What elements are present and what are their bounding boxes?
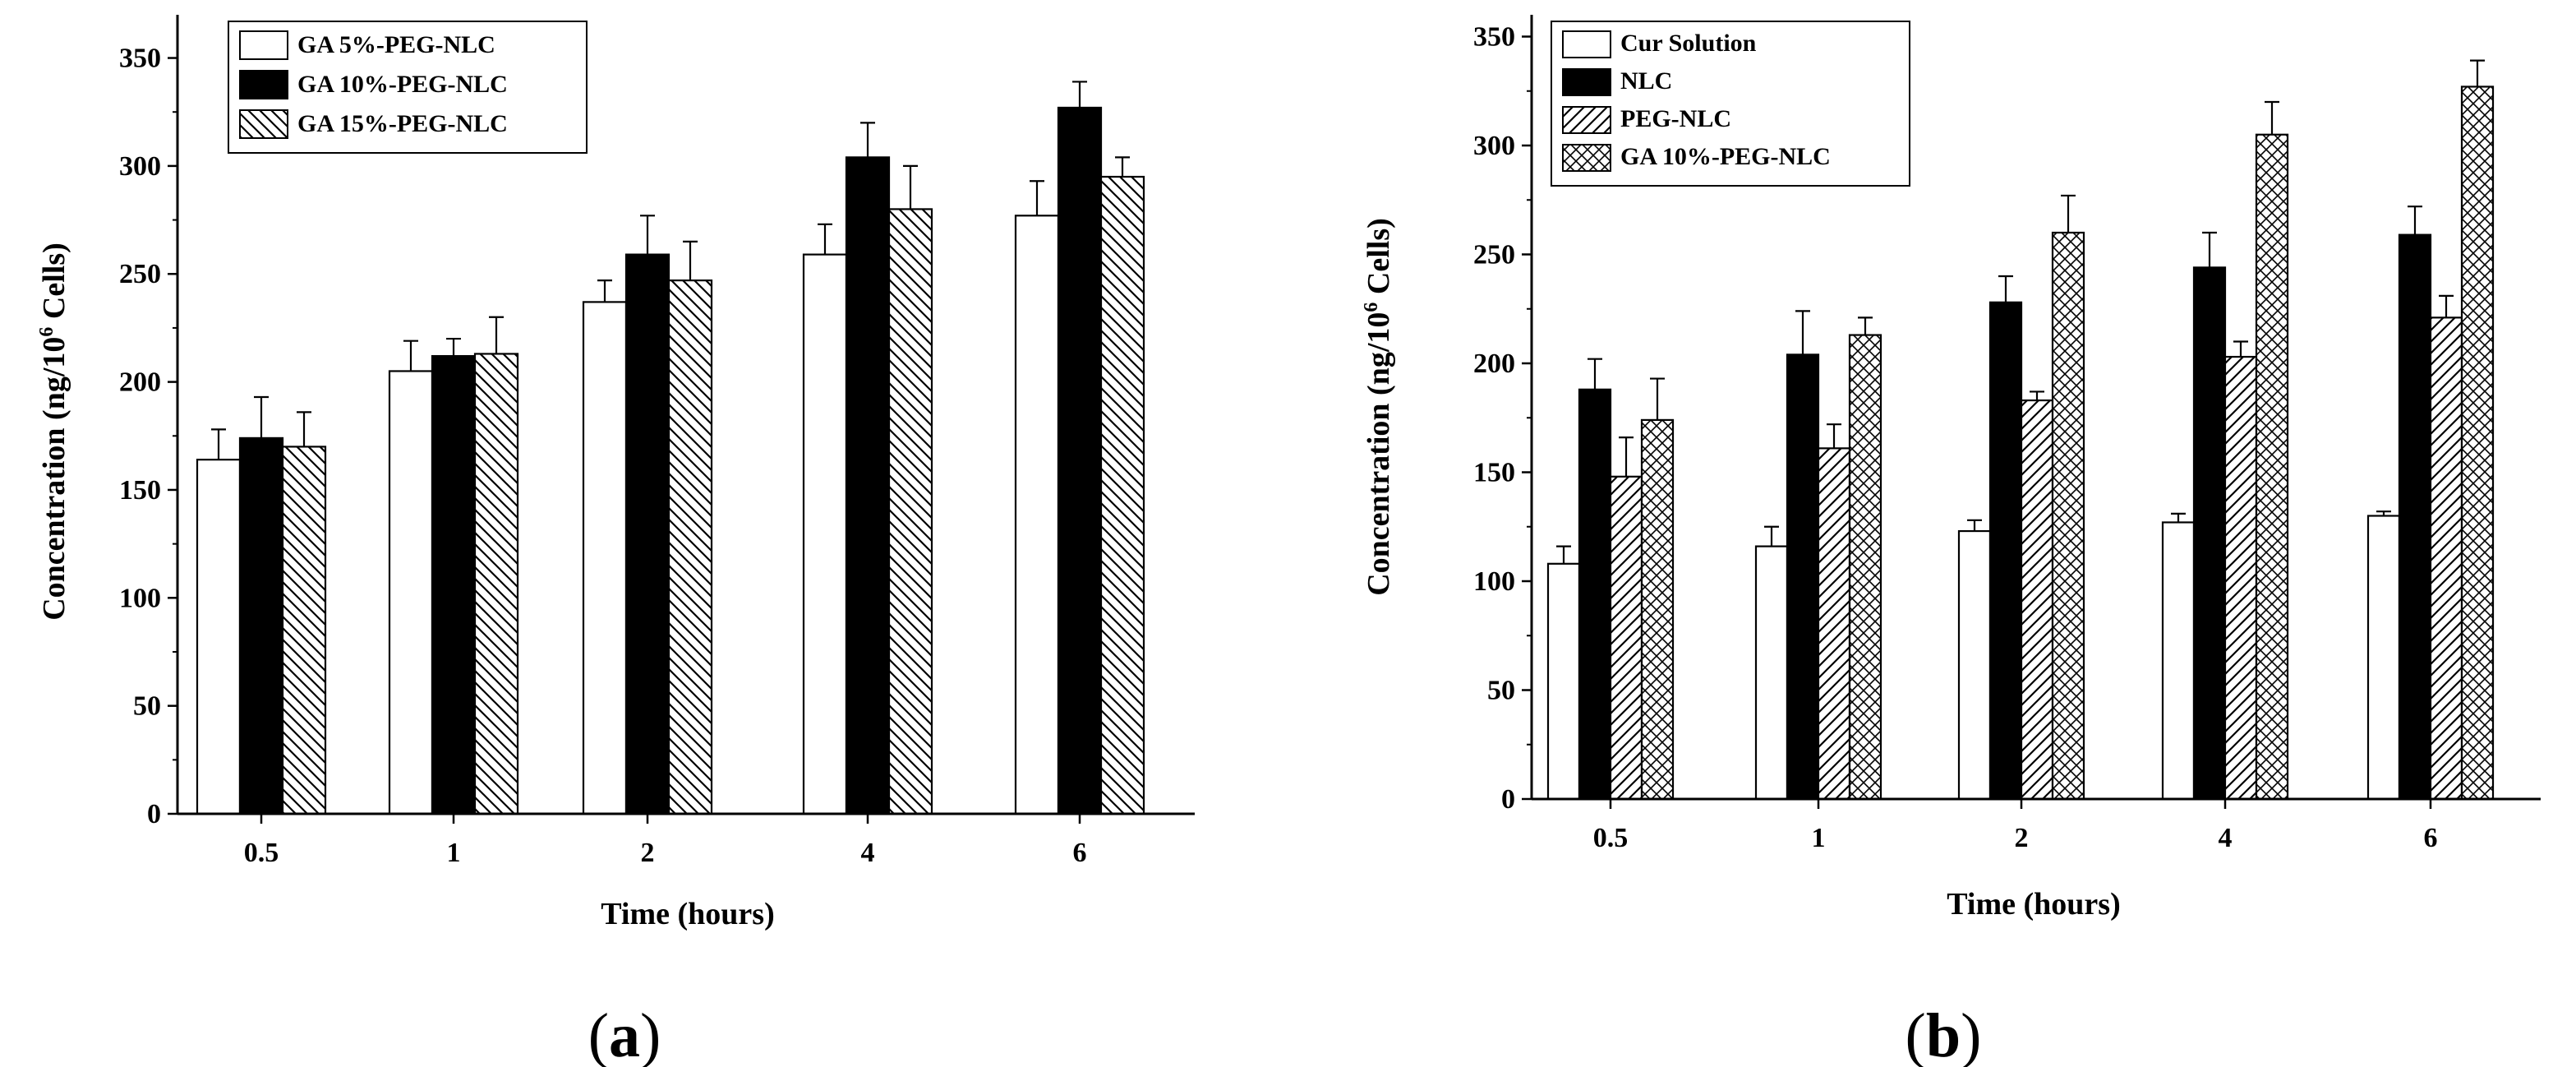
x-tick-label: 4 [861, 838, 875, 868]
legend-label: GA 10%-PEG-NLC [1620, 143, 1831, 170]
bar [2020, 399, 2054, 801]
legend-label: GA 15%-PEG-NLC [297, 110, 508, 137]
legend-swatch [239, 70, 288, 99]
y-tick-label: 300 [1473, 131, 1515, 161]
y-tick-label: 200 [1473, 349, 1515, 379]
error-bars-group [211, 81, 1130, 460]
bar [388, 370, 434, 815]
bar [1754, 545, 1789, 801]
y-tick-label: 250 [119, 259, 161, 289]
legend-label: NLC [1620, 67, 1672, 95]
bar [1057, 106, 1103, 815]
legend-swatch [239, 109, 288, 139]
bars-group [196, 106, 1145, 815]
panel-label-a: (a) [588, 1001, 661, 1067]
y-tick-label: 0 [1501, 784, 1515, 815]
legend: Cur Solution NLC PEG-NLC GA 10%-PEG-NLC [1551, 21, 1910, 187]
legend-swatch [1562, 30, 1611, 58]
bar [1578, 388, 1612, 801]
y-tick-label: 350 [119, 44, 161, 74]
chart-panel-b: 0 50 100 150 200 250 300 350 0.5 1 2 4 6 Cur Solutio… [1361, 15, 2541, 1067]
legend: GA 5%-PEG-NLC GA 10%-PEG-NLC GA 15%-PEG-NL… [228, 21, 588, 154]
x-tick-label: 1 [1812, 823, 1826, 853]
bar [624, 253, 670, 815]
bar [1640, 418, 1675, 801]
bar [2223, 355, 2258, 801]
legend-swatch [1562, 68, 1611, 96]
legend-label: Cur Solution [1620, 30, 1757, 57]
bar [1014, 215, 1060, 815]
bar [2255, 133, 2289, 801]
bar [582, 301, 628, 815]
bar [2192, 266, 2227, 801]
y-tick-label: 150 [1473, 458, 1515, 488]
legend-label: GA 10%-PEG-NLC [297, 71, 508, 98]
x-tick-label: 6 [1073, 838, 1087, 868]
chart-panel-a: 0 50 100 150 200 250 300 350 0.5 1 2 4 6 GA 5%-PEG-N… [36, 15, 1195, 1067]
legend-label: GA 5%-PEG-NLC [297, 31, 495, 58]
legend-swatch [1562, 144, 1611, 172]
bar [238, 436, 284, 815]
bar [2161, 521, 2196, 801]
bar [281, 446, 327, 815]
x-tick-label: 6 [2424, 823, 2438, 853]
bar [2051, 231, 2085, 801]
bar [431, 354, 477, 815]
y-tick-label: 300 [119, 151, 161, 182]
bar [1546, 562, 1581, 801]
panel-label-b: (b) [1906, 1001, 1982, 1067]
legend-label: PEG-NLC [1620, 105, 1731, 132]
bar [1988, 301, 2023, 801]
bar [2429, 316, 2463, 801]
bar [196, 459, 242, 815]
bar [845, 156, 891, 815]
bar [1817, 447, 1851, 801]
x-axis-title: Time (hours) [1947, 887, 2120, 922]
bar [667, 279, 713, 815]
y-tick-label: 150 [119, 475, 161, 506]
bar [473, 353, 519, 815]
bar [1957, 529, 1992, 801]
x-tick-label: 1 [447, 838, 461, 868]
bar [2460, 85, 2495, 801]
y-tick-label: 200 [119, 367, 161, 398]
bars-group [1546, 85, 2495, 801]
y-axis-title: Concentration (ng/106 Cells) [36, 242, 71, 621]
bar [887, 208, 933, 815]
legend-swatch [239, 30, 288, 60]
x-tick-label: 0.5 [244, 838, 279, 868]
bar [1609, 475, 1643, 801]
bar [1848, 334, 1882, 801]
y-tick-label: 50 [133, 691, 161, 722]
bar [1099, 175, 1145, 815]
bar [2398, 233, 2432, 801]
bar [2366, 515, 2401, 801]
bar [802, 253, 848, 815]
y-tick-label: 100 [1473, 566, 1515, 597]
x-tick-label: 2 [2015, 823, 2029, 853]
y-tick-label: 100 [119, 583, 161, 613]
x-tick-label: 2 [641, 838, 655, 868]
y-tick-label: 50 [1487, 676, 1515, 706]
x-axis-title: Time (hours) [601, 897, 774, 931]
axes-group: 0 50 100 150 200 250 300 350 0.5 1 2 4 6 [1473, 15, 2541, 853]
error-bars-group [1556, 59, 2485, 564]
legend-swatch [1562, 106, 1611, 134]
y-tick-label: 350 [1473, 22, 1515, 53]
x-tick-label: 0.5 [1593, 823, 1629, 853]
y-tick-label: 250 [1473, 240, 1515, 270]
x-tick-label: 4 [2219, 823, 2233, 853]
y-axis-title: Concentration (ng/106 Cells) [1361, 218, 1396, 596]
axes-group: 0 50 100 150 200 250 300 350 0.5 1 2 4 6 [119, 15, 1195, 868]
bar [1786, 353, 1820, 801]
y-tick-label: 0 [147, 799, 161, 829]
